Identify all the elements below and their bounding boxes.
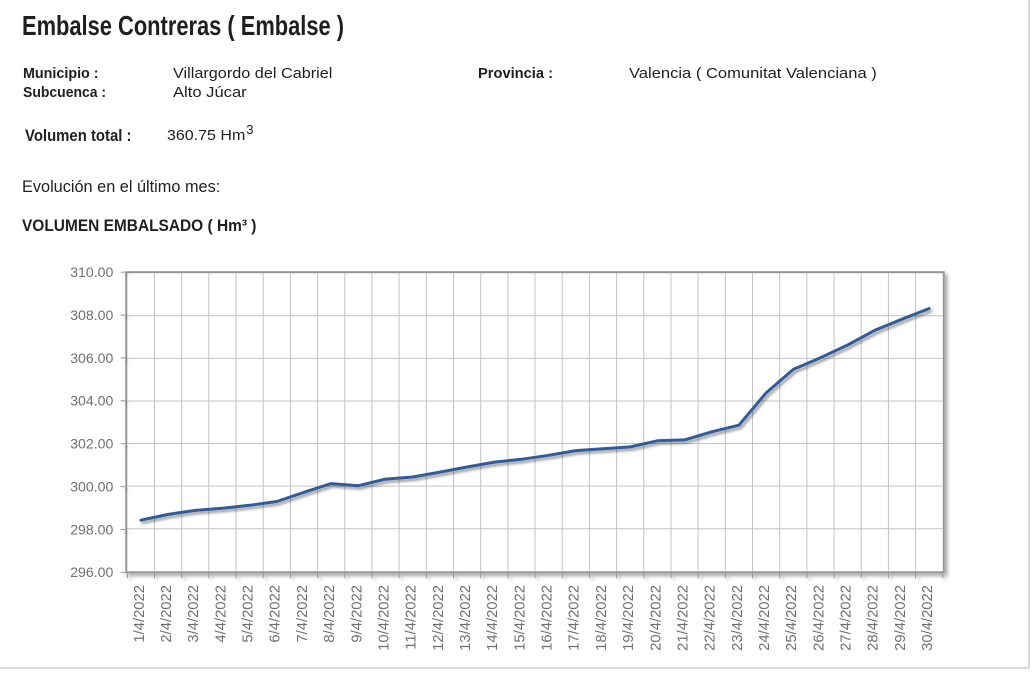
svg-text:29/4/2022: 29/4/2022 (893, 585, 909, 651)
svg-text:13/4/2022: 13/4/2022 (458, 585, 474, 651)
svg-text:302.00: 302.00 (70, 436, 113, 452)
svg-text:26/4/2022: 26/4/2022 (811, 585, 827, 651)
svg-text:17/4/2022: 17/4/2022 (567, 585, 583, 651)
svg-text:14/4/2022: 14/4/2022 (485, 585, 501, 651)
svg-text:8/4/2022: 8/4/2022 (322, 585, 338, 643)
svg-text:22/4/2022: 22/4/2022 (703, 585, 719, 651)
svg-text:20/4/2022: 20/4/2022 (648, 585, 664, 651)
svg-text:10/4/2022: 10/4/2022 (376, 585, 392, 651)
svg-text:16/4/2022: 16/4/2022 (540, 585, 556, 651)
svg-text:296.00: 296.00 (70, 564, 113, 580)
svg-text:21/4/2022: 21/4/2022 (676, 585, 692, 651)
svg-text:12/4/2022: 12/4/2022 (431, 585, 447, 651)
svg-text:304.00: 304.00 (70, 393, 113, 409)
svg-text:24/4/2022: 24/4/2022 (757, 585, 773, 651)
svg-text:308.00: 308.00 (70, 307, 113, 323)
svg-text:23/4/2022: 23/4/2022 (730, 585, 746, 651)
svg-text:306.00: 306.00 (70, 350, 113, 366)
svg-text:4/4/2022: 4/4/2022 (213, 585, 229, 643)
svg-text:15/4/2022: 15/4/2022 (512, 585, 528, 651)
svg-text:1/4/2022: 1/4/2022 (132, 585, 148, 643)
svg-text:5/4/2022: 5/4/2022 (241, 585, 257, 643)
svg-text:2/4/2022: 2/4/2022 (159, 585, 175, 643)
svg-text:18/4/2022: 18/4/2022 (594, 585, 610, 651)
svg-text:300.00: 300.00 (70, 479, 113, 495)
svg-text:11/4/2022: 11/4/2022 (404, 585, 420, 650)
svg-text:30/4/2022: 30/4/2022 (920, 585, 936, 651)
svg-text:310.00: 310.00 (70, 264, 113, 280)
svg-text:25/4/2022: 25/4/2022 (784, 585, 800, 651)
svg-text:298.00: 298.00 (70, 521, 113, 537)
svg-text:3/4/2022: 3/4/2022 (186, 585, 202, 643)
svg-text:28/4/2022: 28/4/2022 (866, 585, 882, 651)
svg-text:27/4/2022: 27/4/2022 (839, 585, 855, 651)
svg-text:7/4/2022: 7/4/2022 (295, 585, 311, 643)
svg-text:6/4/2022: 6/4/2022 (268, 585, 284, 643)
svg-text:19/4/2022: 19/4/2022 (621, 585, 637, 651)
svg-text:9/4/2022: 9/4/2022 (349, 585, 365, 643)
